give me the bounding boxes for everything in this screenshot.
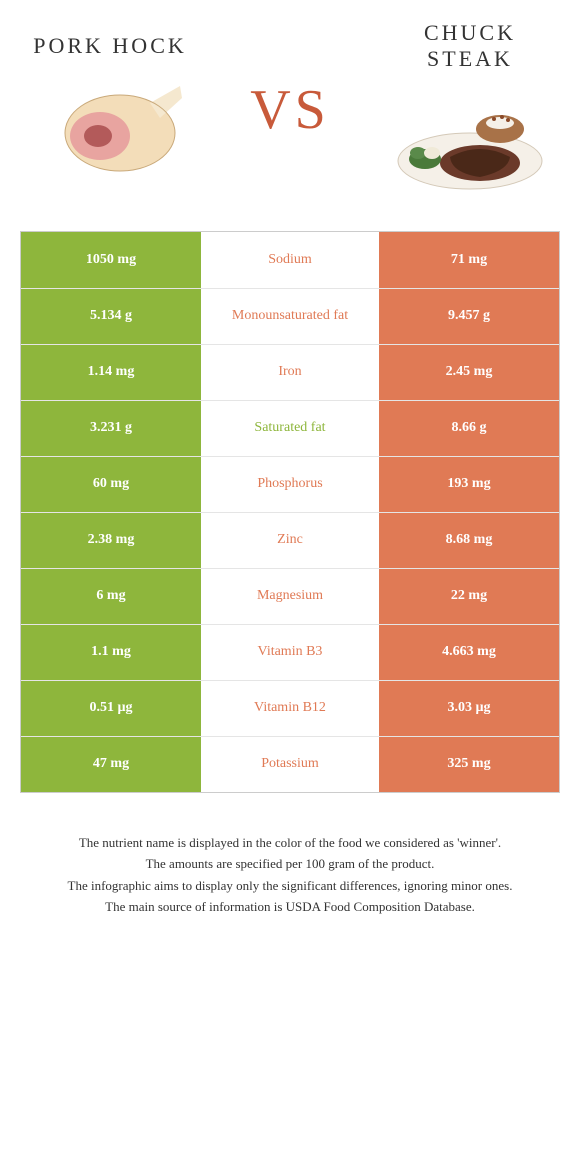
- table-row: 60 mgPhosphorus193 mg: [21, 456, 559, 512]
- nutrient-comparison-table: 1050 mgSodium71 mg5.134 gMonounsaturated…: [20, 231, 560, 793]
- nutrient-name-cell: Vitamin B3: [201, 625, 379, 680]
- table-row: 2.38 mgZinc8.68 mg: [21, 512, 559, 568]
- left-food-header: PORK HOCK: [20, 33, 200, 187]
- chuck-steak-icon: [390, 81, 550, 201]
- nutrient-name-cell: Vitamin B12: [201, 681, 379, 736]
- table-row: 47 mgPotassium325 mg: [21, 736, 559, 792]
- vs-label: VS: [250, 79, 330, 141]
- right-value-cell: 4.663 mg: [379, 625, 559, 680]
- left-value-cell: 60 mg: [21, 457, 201, 512]
- footnote-line: The main source of information is USDA F…: [30, 897, 550, 917]
- right-value-cell: 2.45 mg: [379, 345, 559, 400]
- nutrient-name-cell: Magnesium: [201, 569, 379, 624]
- table-row: 1.14 mgIron2.45 mg: [21, 344, 559, 400]
- header-row: PORK HOCK VS CHUCK STEAK: [20, 20, 560, 201]
- table-row: 1.1 mgVitamin B34.663 mg: [21, 624, 559, 680]
- left-value-cell: 0.51 µg: [21, 681, 201, 736]
- table-row: 3.231 gSaturated fat8.66 g: [21, 400, 559, 456]
- infographic-container: PORK HOCK VS CHUCK STEAK: [0, 0, 580, 969]
- left-value-cell: 1.14 mg: [21, 345, 201, 400]
- nutrient-name-cell: Potassium: [201, 737, 379, 792]
- footnote-line: The nutrient name is displayed in the co…: [30, 833, 550, 853]
- left-value-cell: 47 mg: [21, 737, 201, 792]
- left-value-cell: 1.1 mg: [21, 625, 201, 680]
- table-row: 5.134 gMonounsaturated fat9.457 g: [21, 288, 559, 344]
- vs-divider: VS: [200, 78, 380, 142]
- left-value-cell: 6 mg: [21, 569, 201, 624]
- nutrient-name-cell: Iron: [201, 345, 379, 400]
- footnote-line: The infographic aims to display only the…: [30, 876, 550, 896]
- left-value-cell: 1050 mg: [21, 232, 201, 288]
- nutrient-name-cell: Phosphorus: [201, 457, 379, 512]
- right-value-cell: 3.03 µg: [379, 681, 559, 736]
- left-food-title: PORK HOCK: [20, 33, 200, 59]
- right-value-cell: 9.457 g: [379, 289, 559, 344]
- right-food-header: CHUCK STEAK: [380, 20, 560, 201]
- table-row: 6 mgMagnesium22 mg: [21, 568, 559, 624]
- nutrient-name-cell: Zinc: [201, 513, 379, 568]
- left-value-cell: 5.134 g: [21, 289, 201, 344]
- right-value-cell: 71 mg: [379, 232, 559, 288]
- nutrient-name-cell: Monounsaturated fat: [201, 289, 379, 344]
- left-value-cell: 3.231 g: [21, 401, 201, 456]
- nutrient-name-cell: Saturated fat: [201, 401, 379, 456]
- footnote-line: The amounts are specified per 100 gram o…: [30, 854, 550, 874]
- right-value-cell: 325 mg: [379, 737, 559, 792]
- pork-hock-icon: [30, 68, 190, 188]
- table-row: 1050 mgSodium71 mg: [21, 232, 559, 288]
- right-value-cell: 8.66 g: [379, 401, 559, 456]
- right-value-cell: 8.68 mg: [379, 513, 559, 568]
- footnotes-block: The nutrient name is displayed in the co…: [20, 833, 560, 949]
- right-food-title: CHUCK STEAK: [380, 20, 560, 73]
- right-value-cell: 22 mg: [379, 569, 559, 624]
- table-row: 0.51 µgVitamin B123.03 µg: [21, 680, 559, 736]
- nutrient-name-cell: Sodium: [201, 232, 379, 288]
- right-value-cell: 193 mg: [379, 457, 559, 512]
- left-value-cell: 2.38 mg: [21, 513, 201, 568]
